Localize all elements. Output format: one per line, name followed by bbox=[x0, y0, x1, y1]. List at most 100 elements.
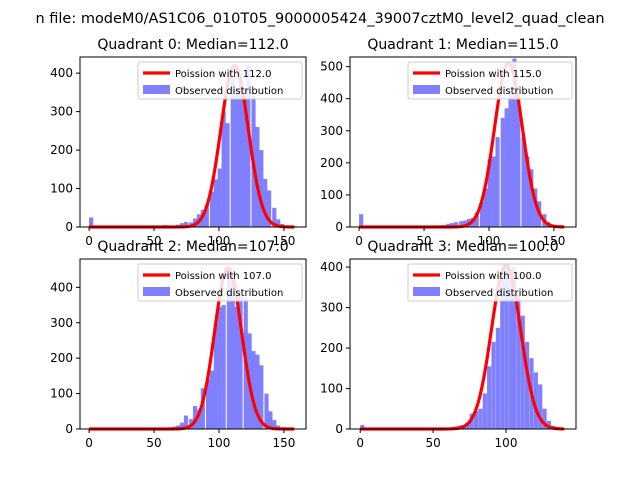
subplot-title: Quadrant 1: Median=115.0 bbox=[367, 37, 558, 53]
y-tick-label: 100 bbox=[320, 382, 343, 396]
histogram-bar bbox=[516, 98, 521, 227]
x-tick-label: 50 bbox=[416, 234, 431, 248]
histogram-bar bbox=[478, 408, 483, 429]
legend-line-label: Poission with 107.0 bbox=[175, 271, 271, 282]
histogram-bar bbox=[474, 212, 479, 227]
histogram-bar bbox=[473, 410, 479, 429]
histogram-bar bbox=[500, 117, 505, 227]
histogram-bar bbox=[542, 408, 547, 429]
y-tick-label: 200 bbox=[50, 351, 73, 365]
x-tick-label: 150 bbox=[542, 234, 565, 248]
legend-hist-swatch bbox=[143, 85, 170, 94]
histogram-bar bbox=[217, 168, 222, 227]
legend-line-label: Poission with 100.0 bbox=[445, 271, 541, 282]
histogram-bar bbox=[491, 341, 496, 429]
x-tick-label: 50 bbox=[146, 234, 161, 248]
histogram-bar bbox=[533, 188, 538, 227]
histogram-bar bbox=[495, 137, 500, 227]
histogram-bar bbox=[209, 370, 215, 429]
histogram-bar bbox=[242, 88, 247, 228]
histogram-bar bbox=[508, 279, 514, 429]
y-tick-label: 300 bbox=[320, 301, 343, 315]
histogram-bar bbox=[482, 393, 487, 429]
y-tick-label: 100 bbox=[320, 188, 343, 202]
histogram-bar bbox=[259, 365, 264, 429]
histogram-bar bbox=[508, 92, 513, 227]
x-tick-label: 0 bbox=[85, 436, 93, 450]
histogram-bar bbox=[538, 384, 543, 429]
histogram-bar bbox=[267, 190, 272, 227]
legend-hist-label: Observed distribution bbox=[175, 288, 283, 299]
histogram-bar bbox=[516, 295, 521, 429]
axes-frame bbox=[349, 258, 577, 430]
histogram-bar bbox=[487, 366, 492, 429]
histogram-bar bbox=[272, 420, 277, 429]
histogram-bar bbox=[487, 159, 492, 227]
legend-box bbox=[407, 263, 573, 302]
y-tick-label: 0 bbox=[65, 422, 73, 436]
legend: Poission with 100.0 Observed distribution bbox=[407, 263, 573, 302]
histogram-bar bbox=[512, 58, 517, 227]
histogram-bar bbox=[246, 65, 251, 227]
histogram-bar bbox=[359, 214, 364, 227]
legend-hist-label: Observed distribution bbox=[445, 288, 553, 299]
legend-line-label: Poission with 115.0 bbox=[445, 69, 541, 80]
y-tick-label: 0 bbox=[335, 220, 343, 234]
histogram-bar bbox=[200, 388, 205, 429]
histogram-bar bbox=[495, 327, 501, 429]
histogram-bar bbox=[234, 306, 239, 429]
histogram-bar bbox=[264, 393, 269, 429]
y-tick-label: 400 bbox=[320, 260, 343, 274]
histogram-bar bbox=[491, 156, 496, 227]
x-tick-label: 0 bbox=[356, 436, 364, 450]
histogram-bar bbox=[255, 354, 260, 429]
histogram-bar bbox=[483, 188, 488, 227]
histogram-bar bbox=[230, 280, 235, 429]
legend-hist-swatch bbox=[143, 287, 170, 296]
histogram-bar bbox=[546, 420, 552, 429]
histogram-bar bbox=[511, 267, 517, 429]
histogram-bar bbox=[230, 76, 235, 227]
histogram-bar bbox=[500, 275, 505, 429]
histogram-bar bbox=[226, 266, 231, 429]
subplot-2: 0 50 100 150 0 100 200 300 400 Quadrant 2: Median… bbox=[50, 239, 307, 450]
histogram-bar bbox=[196, 409, 202, 429]
axes-frame bbox=[349, 56, 577, 228]
histogram-bars bbox=[159, 266, 286, 429]
histogram-bar bbox=[193, 405, 198, 429]
histogram-bar bbox=[225, 123, 230, 227]
subplot-3: 0 50 100 0 100 200 300 400 Quadrant 3: Median=10… bbox=[320, 239, 577, 450]
histogram-bar bbox=[234, 88, 239, 228]
legend-box bbox=[137, 61, 303, 100]
histogram-bar bbox=[453, 222, 459, 227]
y-tick-label: 0 bbox=[65, 220, 73, 234]
histogram-bar bbox=[459, 221, 464, 227]
histogram-bar bbox=[217, 306, 222, 429]
subplot-0: 0 50 100 150 0 100 200 300 400 Quadrant 0: Median… bbox=[50, 37, 307, 248]
histogram-bar bbox=[268, 411, 273, 429]
histogram-bar bbox=[479, 201, 485, 227]
histogram-bar bbox=[221, 111, 226, 227]
histogram-bar bbox=[251, 351, 256, 429]
histogram-bar bbox=[524, 341, 530, 429]
x-tick-label: 50 bbox=[425, 436, 440, 450]
legend-hist-label: Observed distribution bbox=[175, 86, 283, 97]
legend: Poission with 107.0 Observed distribution bbox=[137, 263, 303, 302]
histogram-bar bbox=[533, 372, 538, 429]
histogram-bar bbox=[213, 179, 218, 227]
histogram-bar bbox=[525, 156, 530, 227]
histogram-bar bbox=[209, 191, 215, 227]
subplot-title: Quadrant 2: Median=107.0 bbox=[97, 239, 288, 255]
y-tick-label: 400 bbox=[50, 66, 73, 80]
histogram-bar bbox=[213, 322, 218, 429]
y-tick-label: 300 bbox=[320, 124, 343, 138]
y-tick-label: 400 bbox=[50, 280, 73, 294]
legend-box bbox=[137, 263, 303, 302]
legend-hist-swatch bbox=[413, 85, 440, 94]
x-tick-label: 150 bbox=[272, 436, 295, 450]
legend-hist-swatch bbox=[413, 287, 440, 296]
histogram-bar bbox=[180, 422, 185, 429]
histogram-bar bbox=[204, 204, 209, 227]
histogram-bar bbox=[520, 315, 525, 429]
